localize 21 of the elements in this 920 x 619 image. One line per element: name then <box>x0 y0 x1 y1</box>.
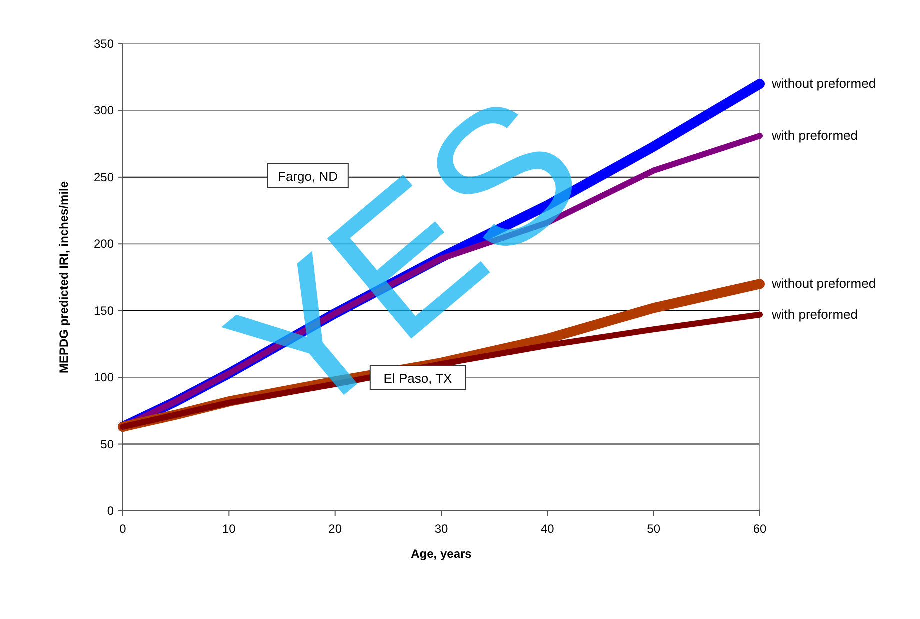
x-tick-label: 20 <box>328 522 342 536</box>
x-tick-label: 40 <box>540 522 555 536</box>
y-tick-label: 50 <box>100 437 114 452</box>
y-tick-label: 150 <box>94 304 114 318</box>
series-label: without preformed <box>771 276 876 292</box>
y-tick-label: 350 <box>94 37 114 51</box>
y-tick-label: 0 <box>107 504 114 518</box>
series-label: with preformed <box>771 306 858 322</box>
y-tick-label: 100 <box>94 370 114 385</box>
x-tick-label: 60 <box>753 522 767 536</box>
series-label: with preformed <box>771 128 858 144</box>
x-tick-label: 10 <box>222 522 236 536</box>
y-tick-label: 250 <box>94 170 114 184</box>
y-tick-label: 200 <box>94 237 114 252</box>
x-tick-label: 50 <box>647 522 661 536</box>
x-axis-title: Age, years <box>411 547 472 561</box>
series-label: without preformed <box>771 76 876 92</box>
y-axis-title: MEPDG predicted IRI, inches/mile <box>57 181 71 374</box>
x-tick-label: 30 <box>434 522 448 536</box>
y-tick-label: 300 <box>94 104 114 118</box>
x-tick-label: 0 <box>120 522 127 536</box>
